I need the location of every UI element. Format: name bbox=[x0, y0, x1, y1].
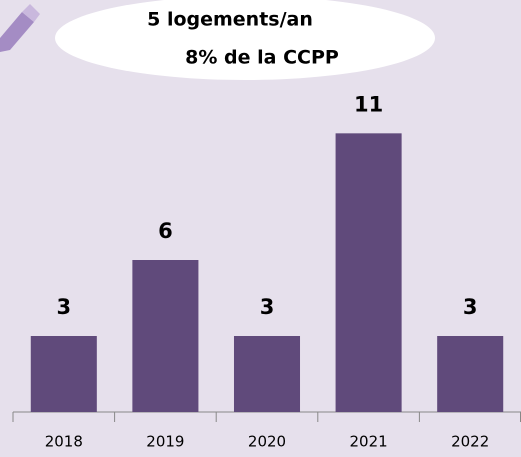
x-tick-label: 2021 bbox=[350, 433, 388, 451]
pencil-decoration bbox=[22, 4, 40, 22]
annotation: 5 logements/an bbox=[147, 9, 313, 31]
bar bbox=[335, 133, 402, 413]
x-tick-label: 2019 bbox=[146, 433, 184, 451]
value-label: 3 bbox=[56, 295, 71, 319]
bar bbox=[30, 336, 97, 412]
x-tick-label: 2022 bbox=[451, 433, 489, 451]
value-label: 11 bbox=[354, 92, 383, 116]
bar bbox=[437, 336, 504, 412]
value-label: 6 bbox=[158, 219, 173, 243]
bar bbox=[233, 336, 301, 412]
annotation-bubble bbox=[55, 0, 435, 80]
bar bbox=[132, 260, 199, 412]
x-tick-label: 2020 bbox=[248, 433, 286, 451]
pencil-decoration bbox=[0, 12, 34, 52]
value-label: 3 bbox=[463, 295, 478, 319]
x-tick-label: 2018 bbox=[45, 433, 83, 451]
value-label: 3 bbox=[260, 295, 275, 319]
annotation: 8% de la CCPP bbox=[185, 47, 339, 69]
